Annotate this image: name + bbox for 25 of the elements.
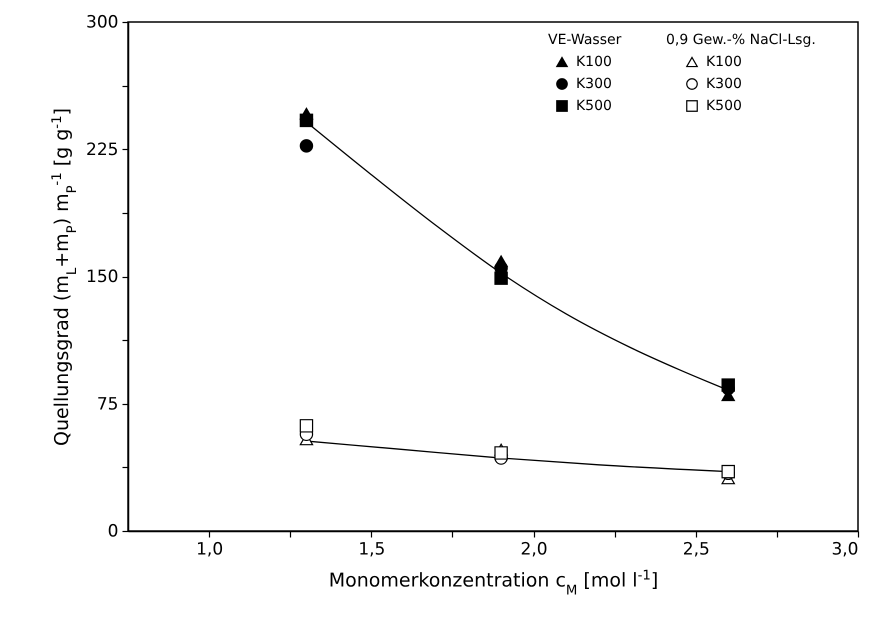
point	[494, 446, 508, 460]
x-tick-label: 3,0	[831, 540, 858, 560]
point	[300, 419, 314, 433]
x-tick-label: 2,5	[682, 540, 710, 560]
y-tick-label: 300	[86, 12, 118, 32]
legend-label: K500	[576, 98, 612, 114]
legend-label: K100	[576, 54, 612, 70]
legend-label: K100	[706, 54, 742, 70]
x-tick-label: 1,0	[196, 540, 224, 560]
y-tick-label: 0	[108, 522, 118, 542]
point	[300, 139, 314, 153]
point	[300, 114, 314, 128]
y-tick-label: 225	[86, 140, 118, 160]
legend-label: K300	[576, 76, 612, 92]
x-tick-label: 2,0	[520, 540, 548, 560]
x-tick-label: 1,5	[358, 540, 386, 560]
text: VE-Wasser	[548, 32, 622, 48]
text: 0,9 Gew.-% NaCl-Lsg.	[666, 32, 816, 48]
legend-label: K300	[706, 76, 742, 92]
x-axis-title: Monomerkonzentration c$_{M}$ [mol l$^{-1}$]	[328, 568, 658, 598]
y-tick-label: 150	[86, 267, 118, 287]
legend-label: K500	[706, 98, 742, 114]
y-tick-label: 75	[96, 394, 118, 414]
point	[722, 378, 735, 392]
point	[494, 271, 508, 285]
